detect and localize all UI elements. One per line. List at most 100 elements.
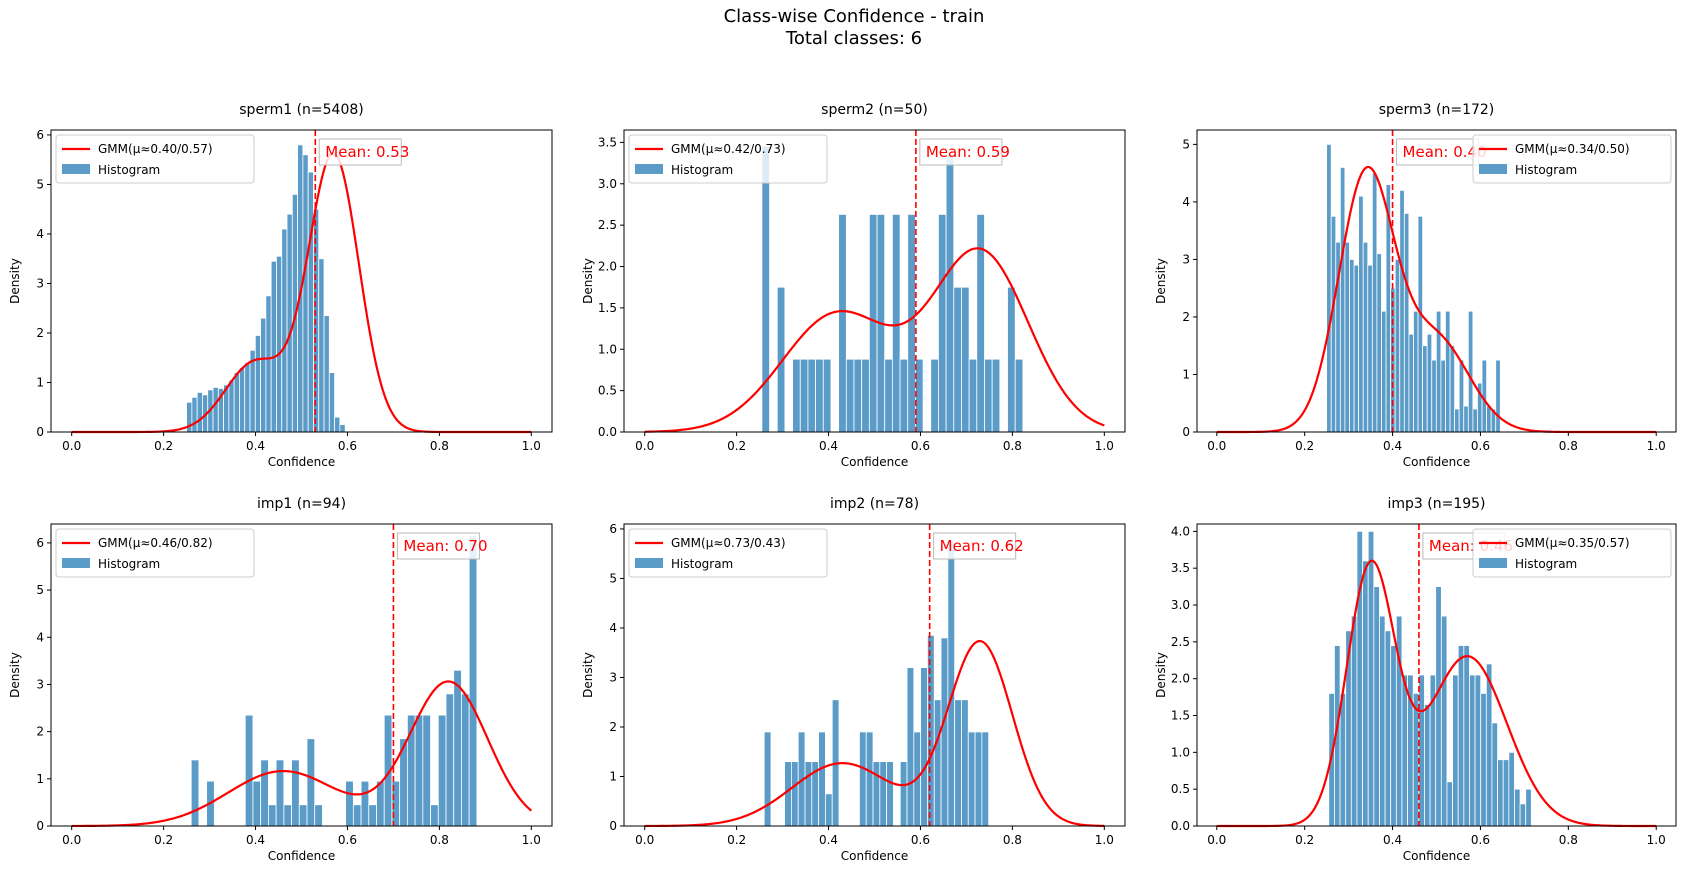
mean-label-box	[933, 532, 1017, 560]
y-tick-label: 1	[36, 772, 44, 786]
histogram-bar	[1339, 166, 1346, 433]
histogram-bar	[1457, 645, 1465, 827]
x-tick-label: 1.0	[1095, 833, 1114, 847]
mean-label-box	[919, 138, 1003, 166]
histogram-bar	[1440, 359, 1446, 433]
x-tick-label: 0.0	[62, 439, 81, 453]
histogram-bar	[891, 213, 901, 433]
histogram-bar	[1344, 241, 1350, 433]
legend-histogram-swatch	[1479, 558, 1507, 568]
histogram-bar	[1376, 253, 1382, 433]
y-tick-label: 0	[609, 819, 617, 833]
x-tick-label: 0.6	[911, 439, 930, 453]
histogram-bar	[1362, 241, 1369, 433]
y-tick-label: 5	[1182, 137, 1190, 151]
histogram-bar	[872, 761, 881, 827]
histogram-bar	[314, 804, 323, 827]
histogram-bar	[845, 358, 855, 433]
histogram-bar	[1326, 143, 1332, 433]
x-tick-label: 0.8	[1559, 439, 1578, 453]
histogram-bar	[212, 387, 219, 433]
histogram-bar	[1412, 693, 1420, 827]
histogram-bar	[1401, 674, 1408, 827]
legend-gmm-label: GMM(μ≈0.40/0.57)	[98, 142, 213, 156]
x-tick-label: 0.4	[1383, 439, 1402, 453]
axes-frame	[623, 129, 1126, 433]
histogram-bar	[1445, 310, 1451, 433]
x-tick-label: 0.8	[1003, 833, 1022, 847]
y-tick-label: 0.0	[1171, 819, 1190, 833]
histogram-bar	[981, 731, 990, 827]
axes-frame	[1196, 129, 1677, 433]
histogram-bar	[191, 396, 198, 433]
histogram-bar	[445, 693, 455, 827]
histogram-bar	[196, 391, 203, 433]
histogram-bar	[239, 367, 246, 433]
histogram-bar	[790, 761, 799, 827]
x-tick-label: 0.6	[1471, 833, 1490, 847]
y-tick-label: 4	[36, 227, 44, 241]
histogram-bar	[298, 804, 308, 827]
histogram-bar	[884, 358, 893, 433]
histogram-bar	[190, 759, 200, 827]
mean-label: Mean: 0.59	[926, 143, 1010, 161]
histogram-bar	[1426, 333, 1433, 433]
histogram-bar	[307, 171, 314, 433]
histogram-bar	[276, 255, 283, 433]
histogram-bar	[1469, 674, 1476, 827]
x-axis-label: Confidence	[1403, 455, 1470, 469]
histogram-bar	[1367, 264, 1373, 433]
x-tick-label: 0.4	[1383, 833, 1402, 847]
histogram-bar	[1422, 345, 1428, 433]
y-tick-label: 3.0	[598, 177, 617, 191]
y-tick-label: 3	[609, 670, 617, 684]
x-tick-label: 1.0	[522, 439, 541, 453]
histogram-bar	[318, 258, 325, 433]
histogram-bar	[345, 780, 354, 827]
x-tick-label: 0.4	[246, 833, 265, 847]
subplot-3: Mean: 0.40 0.0 0.2 0.4 0.6 0.8 1.0 0 1 2 3 4 5 Confid…	[1154, 102, 1677, 469]
histogram-bar	[376, 780, 385, 827]
histogram-bar	[352, 804, 362, 827]
legend-histogram-label: Histogram	[98, 557, 160, 571]
histogram-bar	[1485, 663, 1493, 827]
y-tick-label: 2.0	[1171, 672, 1190, 686]
mean-label: Mean: 0.40	[1403, 143, 1487, 161]
legend-histogram-swatch	[635, 558, 663, 568]
histogram-bar	[1014, 358, 1024, 433]
histogram-bar	[1480, 693, 1487, 827]
x-tick-label: 0.6	[1471, 439, 1490, 453]
gmm-curve	[644, 247, 1105, 433]
subplot-2: Mean: 0.59 0.0 0.2 0.4 0.6 0.8 1.0 0.0 0.5 1.0 1.5…	[581, 102, 1126, 469]
x-axis-label: Confidence	[268, 455, 335, 469]
histogram-bar	[430, 804, 439, 827]
x-tick-label: 0.2	[727, 833, 746, 847]
x-tick-label: 1.0	[522, 833, 541, 847]
histogram-bar	[967, 731, 976, 827]
histogram-bar	[933, 699, 942, 827]
x-tick-label: 0.8	[1003, 439, 1022, 453]
histogram-bar	[953, 286, 962, 433]
histogram-bar	[1502, 759, 1510, 827]
histogram-bar	[1424, 704, 1431, 827]
figure-title: Class-wise Confidence - train Total clas…	[0, 6, 1708, 50]
subplot-title: imp1 (n=94)	[257, 496, 346, 512]
histogram-bar	[804, 761, 813, 827]
subplot-title: sperm1 (n=5408)	[239, 102, 363, 118]
mean-label: Mean: 0.53	[325, 143, 409, 161]
histogram-bar	[1362, 560, 1369, 827]
histogram-bar	[940, 637, 949, 827]
histogram-bar	[1449, 345, 1456, 433]
x-tick-label: 1.0	[1647, 439, 1666, 453]
y-tick-label: 0.0	[598, 425, 617, 439]
x-tick-label: 0.4	[246, 439, 265, 453]
y-tick-label: 2.5	[598, 218, 617, 232]
histogram-bar	[1514, 788, 1521, 827]
y-tick-label: 2	[609, 720, 617, 734]
y-tick-label: 3.0	[1171, 598, 1190, 612]
histogram-bar	[1508, 751, 1515, 827]
x-tick-label: 0.0	[62, 833, 81, 847]
legend-box	[628, 528, 828, 578]
histogram-bar	[1007, 286, 1016, 433]
histogram-bar	[838, 213, 847, 433]
